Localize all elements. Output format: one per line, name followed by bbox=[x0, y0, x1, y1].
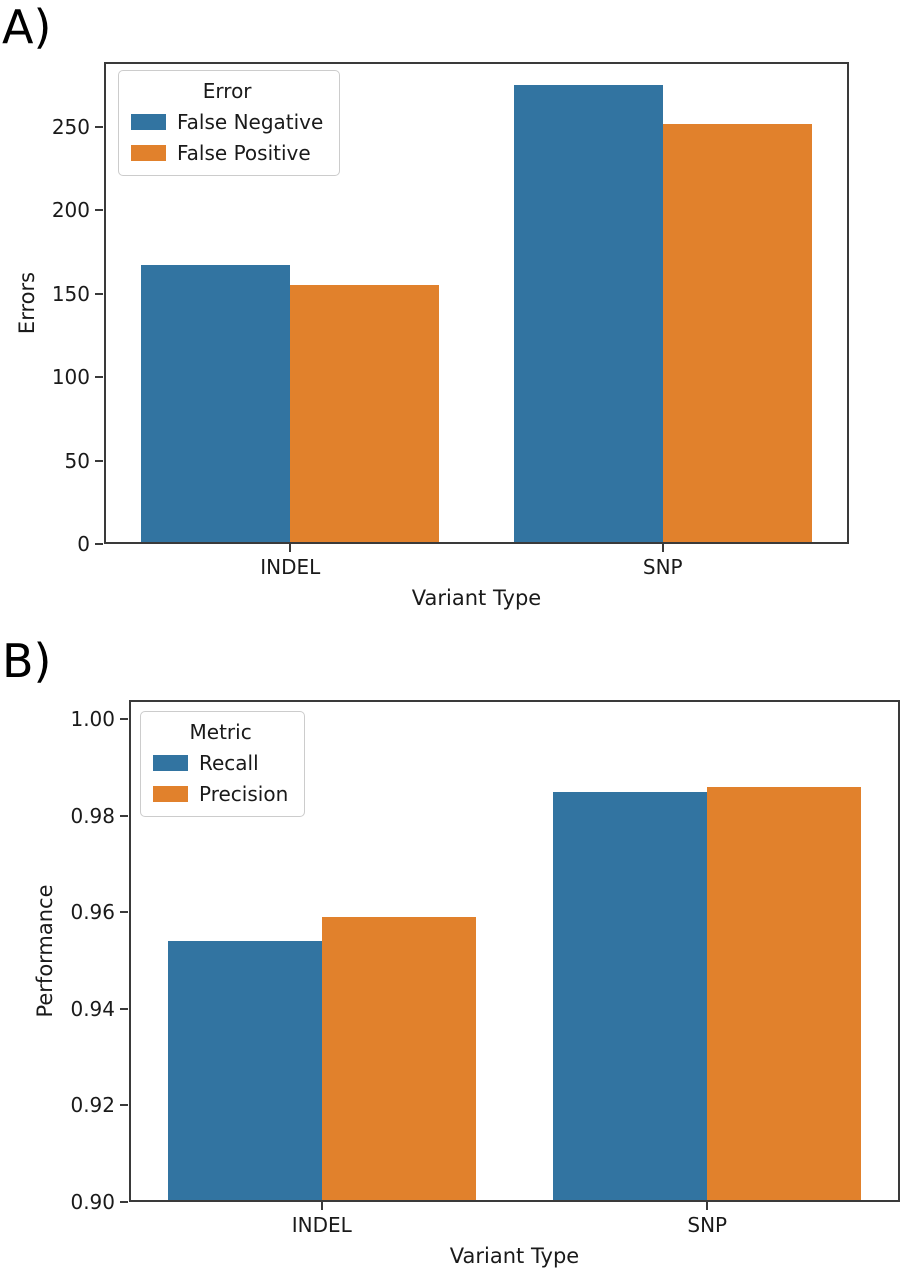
y-tick-label: 100 bbox=[51, 365, 90, 390]
x-tick-mark bbox=[320, 1202, 323, 1210]
legend-item-precision: Precision bbox=[153, 782, 288, 806]
legend-item-label: Recall bbox=[199, 751, 259, 775]
bar-indel-false-positive bbox=[290, 285, 440, 544]
y-tick-label: 0.92 bbox=[70, 1093, 115, 1118]
bar-snp-precision bbox=[707, 786, 862, 1202]
y-tick-label: 0.94 bbox=[70, 996, 115, 1021]
panel-a-label: A) bbox=[2, 0, 52, 54]
panel-b-label: B) bbox=[2, 634, 52, 688]
y-tick-label: 0.98 bbox=[70, 803, 115, 828]
y-tick-mark bbox=[95, 543, 103, 545]
legend: Error False Negative False Positive bbox=[118, 70, 341, 176]
y-tick-label: 200 bbox=[51, 198, 90, 223]
bar-indel-false-negative bbox=[141, 265, 291, 544]
y-axis-label: Performance bbox=[33, 884, 57, 1018]
y-tick-label: 50 bbox=[64, 448, 90, 473]
y-tick-mark bbox=[120, 911, 128, 914]
bar-snp-recall bbox=[553, 791, 708, 1202]
legend-item-false-positive: False Positive bbox=[131, 141, 323, 165]
bar-snp-false-negative bbox=[513, 85, 663, 544]
x-tick-label-snp: SNP bbox=[687, 1213, 728, 1237]
y-tick-mark bbox=[95, 459, 103, 462]
legend-swatch-icon bbox=[153, 755, 188, 771]
legend-title: Metric bbox=[189, 720, 252, 744]
bar-snp-false-positive bbox=[662, 123, 812, 544]
y-tick-mark bbox=[120, 1201, 128, 1203]
y-tick-label: 250 bbox=[51, 115, 90, 140]
x-axis-label: Variant Type bbox=[449, 1244, 580, 1268]
legend-title: Error bbox=[202, 79, 252, 103]
legend-swatch-icon bbox=[131, 145, 166, 161]
y-tick-label: 1.00 bbox=[70, 707, 115, 732]
legend-item-false-negative: False Negative bbox=[131, 110, 323, 134]
chart-a-plot-area: 0 50 100 150 200 250 INDEL SNP Variant Type Error… bbox=[15, 62, 849, 610]
x-tick-label-indel: INDEL bbox=[291, 1213, 352, 1237]
x-tick-mark bbox=[706, 1202, 709, 1210]
y-tick-mark bbox=[95, 126, 103, 129]
legend-item-recall: Recall bbox=[153, 751, 288, 775]
y-tick-label: 150 bbox=[51, 281, 90, 306]
legend-item-label: False Negative bbox=[177, 110, 324, 134]
x-tick-mark bbox=[289, 544, 292, 552]
y-tick-mark bbox=[95, 376, 103, 379]
x-tick-label-snp: SNP bbox=[642, 555, 683, 579]
chart-b-plot-area: 0.90 0.92 0.94 0.96 0.98 1.00 INDEL SNP Variant … bbox=[33, 700, 900, 1268]
legend-item-label: Precision bbox=[199, 782, 289, 806]
y-tick-label: 0.96 bbox=[70, 900, 115, 925]
bar-indel-recall bbox=[167, 941, 322, 1202]
y-tick-mark bbox=[120, 718, 128, 721]
bar-indel-precision bbox=[321, 917, 476, 1202]
y-tick-mark bbox=[95, 209, 103, 212]
y-axis-label: Errors bbox=[15, 271, 39, 335]
y-tick-mark bbox=[95, 292, 103, 295]
y-tick-mark bbox=[120, 1104, 128, 1107]
y-tick-mark bbox=[120, 814, 128, 817]
legend-swatch-icon bbox=[153, 786, 188, 802]
y-tick-label: 0.90 bbox=[70, 1190, 115, 1214]
x-axis-label: Variant Type bbox=[411, 586, 542, 610]
y-tick-mark bbox=[120, 1007, 128, 1010]
legend: Metric Recall Precision bbox=[140, 711, 306, 817]
x-tick-label-indel: INDEL bbox=[260, 555, 321, 579]
legend-swatch-icon bbox=[131, 114, 166, 130]
x-tick-mark bbox=[661, 544, 664, 552]
legend-item-label: False Positive bbox=[177, 141, 311, 165]
y-tick-label: 0 bbox=[77, 532, 90, 556]
